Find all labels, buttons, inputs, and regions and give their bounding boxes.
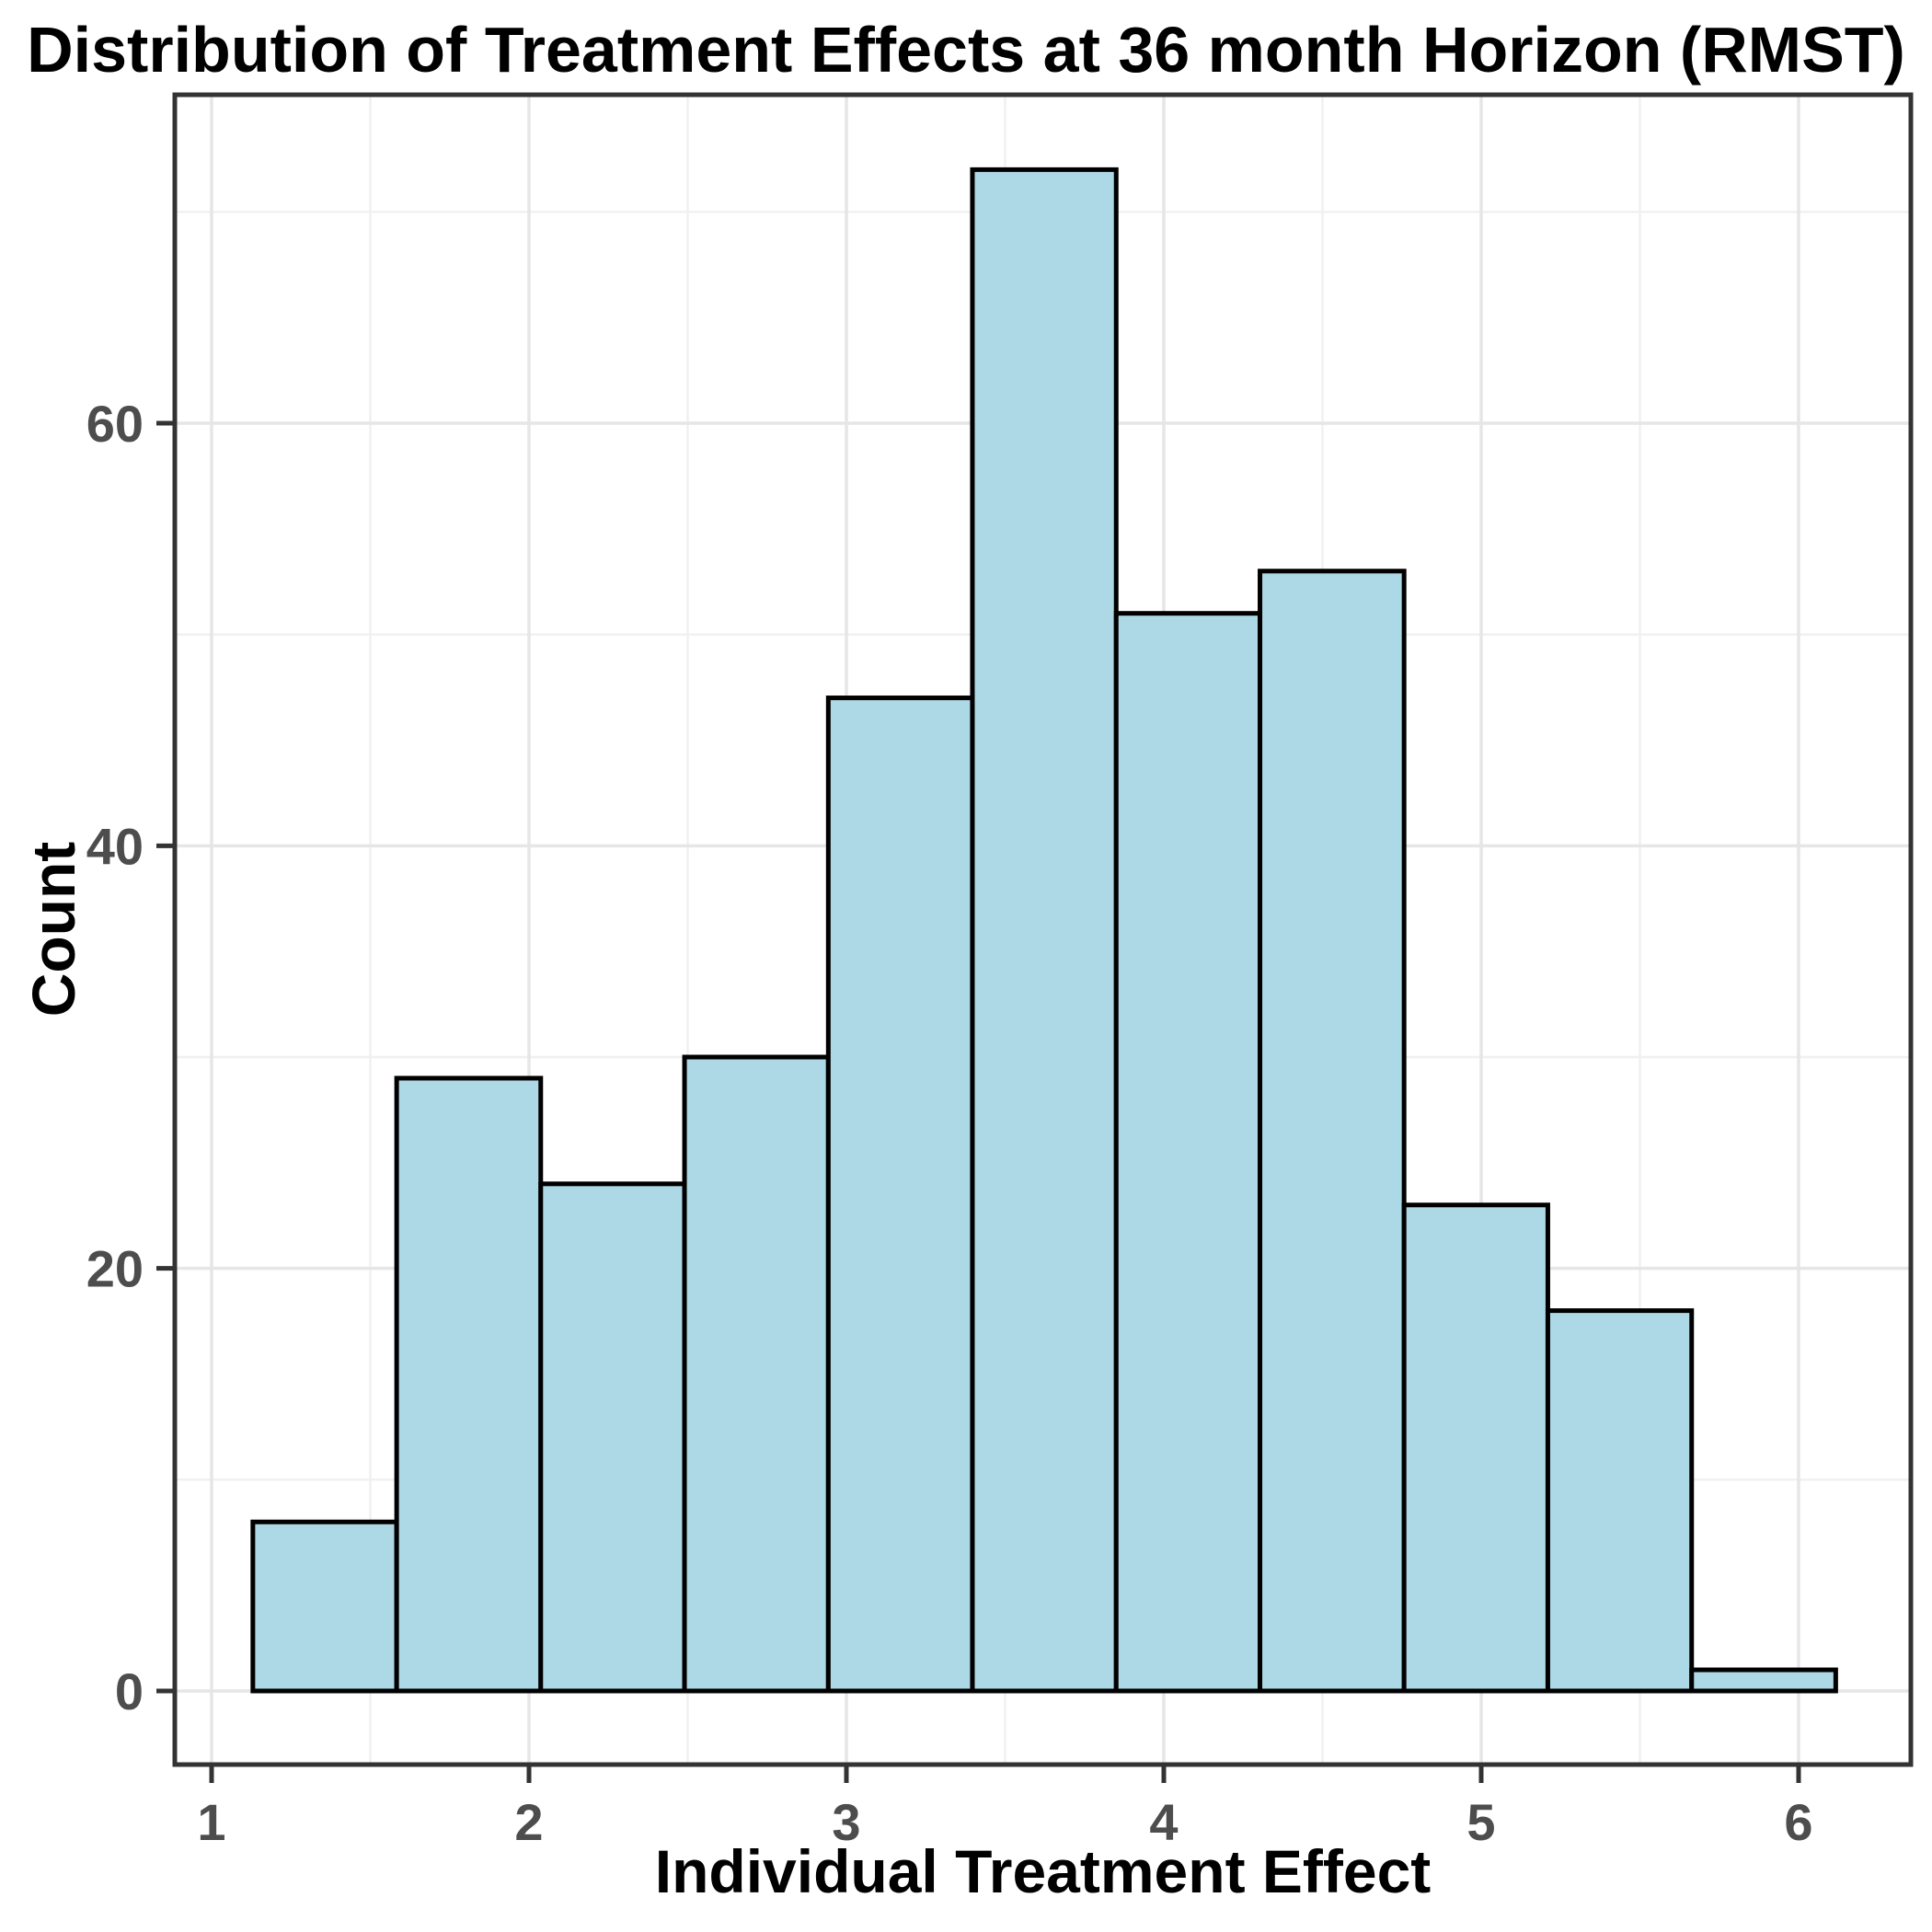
histogram-bar	[1545, 1308, 1695, 1694]
histogram-bar	[825, 696, 975, 1694]
x-axis-title: Individual Treatment Effect	[654, 1837, 1432, 1905]
histogram-bar	[1689, 1667, 1838, 1694]
histogram-bar	[1401, 1202, 1550, 1694]
histogram-bar	[394, 1075, 544, 1694]
y-tick-label: 20	[86, 1240, 144, 1298]
y-tick-label: 40	[86, 817, 144, 875]
histogram-bar	[538, 1181, 687, 1694]
plot-title: Distribution of Treatment Effects at 36 …	[27, 14, 1905, 86]
x-tick-label: 5	[1466, 1793, 1495, 1851]
y-tick-label: 60	[86, 395, 144, 453]
x-tick-label: 6	[1784, 1793, 1812, 1851]
y-tick-label: 0	[115, 1662, 144, 1720]
panel-border	[172, 92, 1914, 1767]
x-tick-label: 4	[1149, 1793, 1178, 1851]
histogram-bar	[970, 167, 1119, 1694]
x-tick-label: 1	[197, 1793, 225, 1851]
histogram-bar	[1258, 569, 1407, 1694]
histogram-bar	[1113, 611, 1263, 1694]
y-axis-title: Count	[19, 841, 87, 1018]
x-tick-label: 2	[514, 1793, 543, 1851]
histogram-bar	[250, 1519, 399, 1694]
histogram-bar	[682, 1054, 831, 1694]
x-tick-label: 3	[832, 1793, 860, 1851]
